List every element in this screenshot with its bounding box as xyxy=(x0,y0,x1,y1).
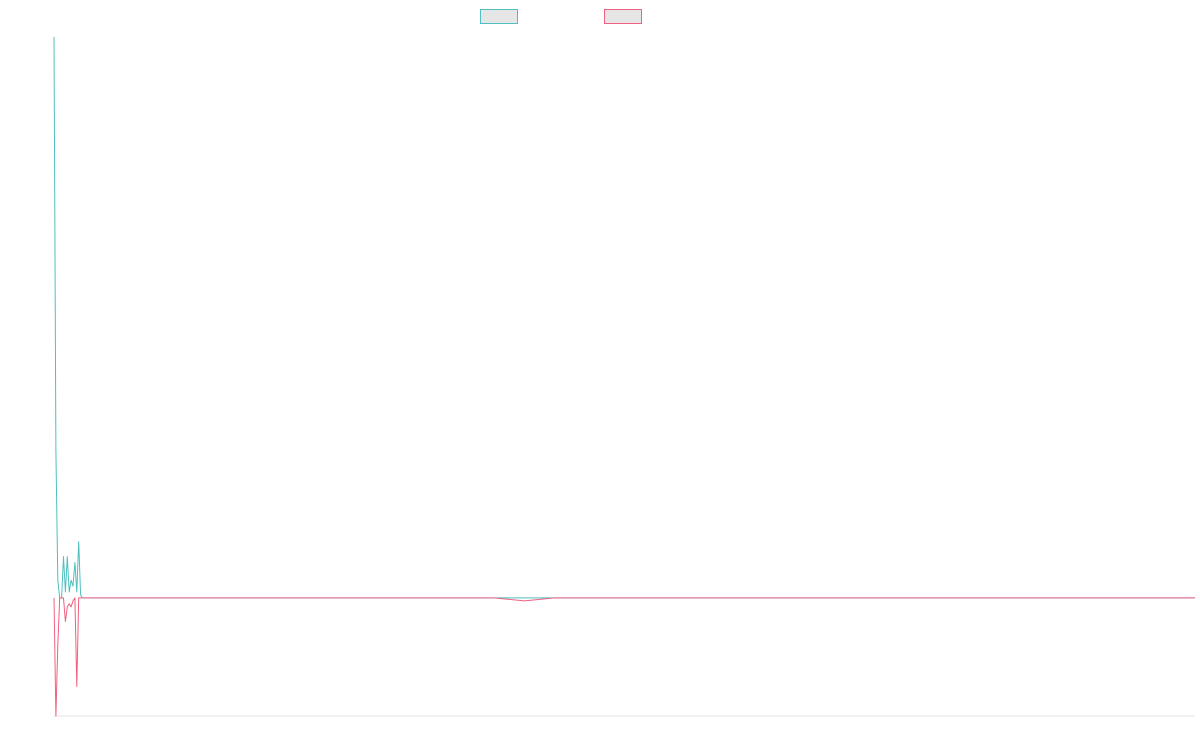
legend-swatch-series-1[interactable] xyxy=(480,9,518,24)
series-1-line xyxy=(53,36,1195,599)
series-2-line xyxy=(53,597,1195,717)
legend-swatch-series-2[interactable] xyxy=(604,9,642,24)
